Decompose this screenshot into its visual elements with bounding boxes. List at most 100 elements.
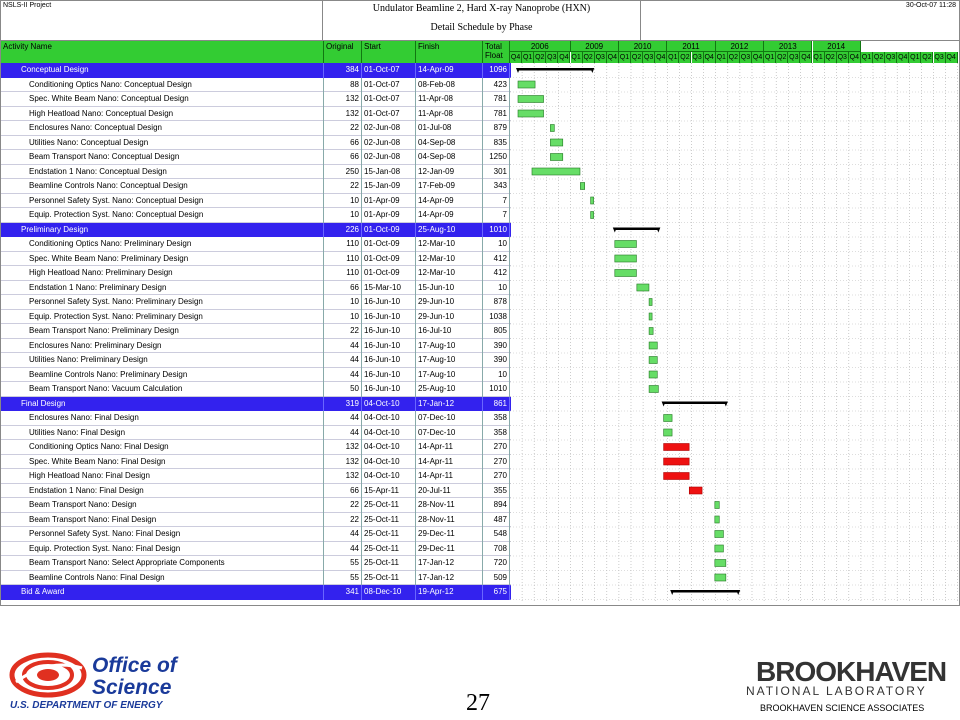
schedule-sheet: NSLS-II Project Undulator Beamline 2, Ha… <box>0 0 960 606</box>
cell-finish: 29-Jun-10 <box>416 309 483 324</box>
table-row: High Heatload Nano: Preliminary Design 11… <box>1 266 511 281</box>
quarter-label: Q1 <box>570 52 583 63</box>
phase-row: Conceptual Design 384 01-Oct-07 14-Apr-09 10… <box>1 63 511 78</box>
table-row: Endstation 1 Nano: Conceptual Design 250 1… <box>1 164 511 179</box>
cell-orig: 250 <box>324 164 362 179</box>
cell-float: 1250 <box>483 150 510 165</box>
quarter-label: Q1 <box>909 52 922 63</box>
cell-start: 16-Jun-10 <box>362 382 416 397</box>
cell-float: 355 <box>483 483 510 498</box>
col-total-float: Total Float <box>483 41 510 63</box>
cell-float: 675 <box>483 585 510 600</box>
cell-finish: 14-Apr-11 <box>416 454 483 469</box>
quarter-label: Q2 <box>824 52 837 63</box>
cell-start: 04-Oct-10 <box>362 396 416 411</box>
cell-name: Utilities Nano: Preliminary Design <box>1 353 324 368</box>
quarter-label: Q3 <box>643 52 656 63</box>
activity-bar <box>648 356 658 364</box>
activity-bar <box>648 341 658 350</box>
cell-start: 01-Oct-07 <box>362 106 416 121</box>
summary-bar <box>661 401 728 407</box>
cell-start: 01-Oct-09 <box>362 251 416 266</box>
cell-start: 16-Jun-10 <box>362 309 416 324</box>
cell-orig: 319 <box>324 396 362 411</box>
table-row: Enclosures Nano: Preliminary Design 44 16-… <box>1 338 511 353</box>
activity-bar <box>614 269 637 277</box>
cell-float: 509 <box>483 570 510 585</box>
phase-row: Final Design 319 04-Oct-10 17-Jan-12 861 <box>1 396 511 411</box>
cell-name: Equip. Protection Syst. Nano: Final Desi… <box>1 541 324 556</box>
activity-bar <box>580 182 585 190</box>
activity-bar <box>550 138 564 147</box>
table-row: Conditioning Optics Nano: Preliminary De… <box>1 237 511 252</box>
quarter-label: Q1 <box>812 52 825 63</box>
cell-name: Enclosures Nano: Final Design <box>1 411 324 426</box>
cell-start: 25-Oct-11 <box>362 570 416 585</box>
col-start: Start <box>362 41 416 63</box>
cell-orig: 132 <box>324 454 362 469</box>
cell-orig: 110 <box>324 251 362 266</box>
cell-float: 390 <box>483 353 510 368</box>
cell-orig: 10 <box>324 309 362 324</box>
cell-name: Beamline Controls Nano: Final Design <box>1 570 324 585</box>
cell-finish: 08-Feb-08 <box>416 77 483 92</box>
cell-start: 25-Oct-11 <box>362 527 416 542</box>
table-row: Conditioning Optics Nano: Conceptual Des… <box>1 77 511 92</box>
table-row: Utilities Nano: Conceptual Design 66 02-Ju… <box>1 135 511 150</box>
cell-finish: 29-Dec-11 <box>416 541 483 556</box>
cell-start: 08-Dec-10 <box>362 585 416 600</box>
table-row: Endstation 1 Nano: Preliminary Design 66 1… <box>1 280 511 295</box>
quarter-label: Q3 <box>594 52 607 63</box>
quarter-label: Q1 <box>764 52 777 63</box>
quarter-label: Q2 <box>534 52 547 63</box>
cell-orig: 66 <box>324 483 362 498</box>
cell-finish: 01-Jul-08 <box>416 121 483 136</box>
activity-bar <box>517 80 536 89</box>
doe-label: U.S. DEPARTMENT OF ENERGY <box>10 700 163 711</box>
quarter-label: Q3 <box>691 52 704 63</box>
cell-finish: 14-Apr-09 <box>416 193 483 208</box>
activity-bar <box>636 283 650 292</box>
cell-start: 01-Oct-09 <box>362 222 416 237</box>
cell-orig: 226 <box>324 222 362 237</box>
cell-name: Enclosures Nano: Conceptual Design <box>1 121 324 136</box>
cell-float: 1038 <box>483 309 510 324</box>
cell-start: 01-Oct-07 <box>362 77 416 92</box>
cell-name: Equip. Protection Syst. Nano: Preliminar… <box>1 309 324 324</box>
cell-finish: 17-Jan-12 <box>416 396 483 411</box>
activity-bar <box>648 370 658 379</box>
table-row: Utilities Nano: Preliminary Design 44 16-J… <box>1 353 511 368</box>
cell-name: Beam Transport Nano: Final Design <box>1 512 324 527</box>
quarter-label: Q2 <box>776 52 789 63</box>
table-row: Beam Transport Nano: Vacuum Calculation 5… <box>1 382 511 397</box>
cell-start: 01-Oct-09 <box>362 237 416 252</box>
activity-bar <box>648 385 659 393</box>
brookhaven-logo-name: BROOKHAVEN <box>756 656 947 687</box>
cell-float: 805 <box>483 324 510 339</box>
cell-start: 16-Jun-10 <box>362 353 416 368</box>
quarter-label: Q3 <box>836 52 849 63</box>
cell-finish: 04-Sep-08 <box>416 135 483 150</box>
table-row: Beam Transport Nano: Conceptual Design 66… <box>1 150 511 165</box>
cell-orig: 10 <box>324 208 362 223</box>
critical-activity-bar <box>688 486 703 495</box>
cell-float: 10 <box>483 237 510 252</box>
cell-name: Spec. White Beam Nano: Conceptual Design <box>1 92 324 107</box>
cell-float: 781 <box>483 106 510 121</box>
cell-finish: 16-Jul-10 <box>416 324 483 339</box>
cell-finish: 28-Nov-11 <box>416 512 483 527</box>
cell-float: 270 <box>483 454 510 469</box>
cell-orig: 44 <box>324 338 362 353</box>
summary-bar <box>612 227 661 233</box>
cell-orig: 44 <box>324 541 362 556</box>
critical-activity-bar <box>663 443 690 451</box>
table-row: Beam Transport Nano: Preliminary Design 2… <box>1 324 511 339</box>
cell-float: 835 <box>483 135 510 150</box>
cell-orig: 10 <box>324 295 362 310</box>
year-label: 2010 <box>618 41 668 52</box>
cell-start: 15-Mar-10 <box>362 280 416 295</box>
table-row: Equip. Protection Syst. Nano: Preliminar… <box>1 309 511 324</box>
cell-orig: 132 <box>324 440 362 455</box>
table-row: Enclosures Nano: Final Design 44 04-Oct-10… <box>1 411 511 426</box>
project-label: NSLS-II Project <box>3 2 52 9</box>
